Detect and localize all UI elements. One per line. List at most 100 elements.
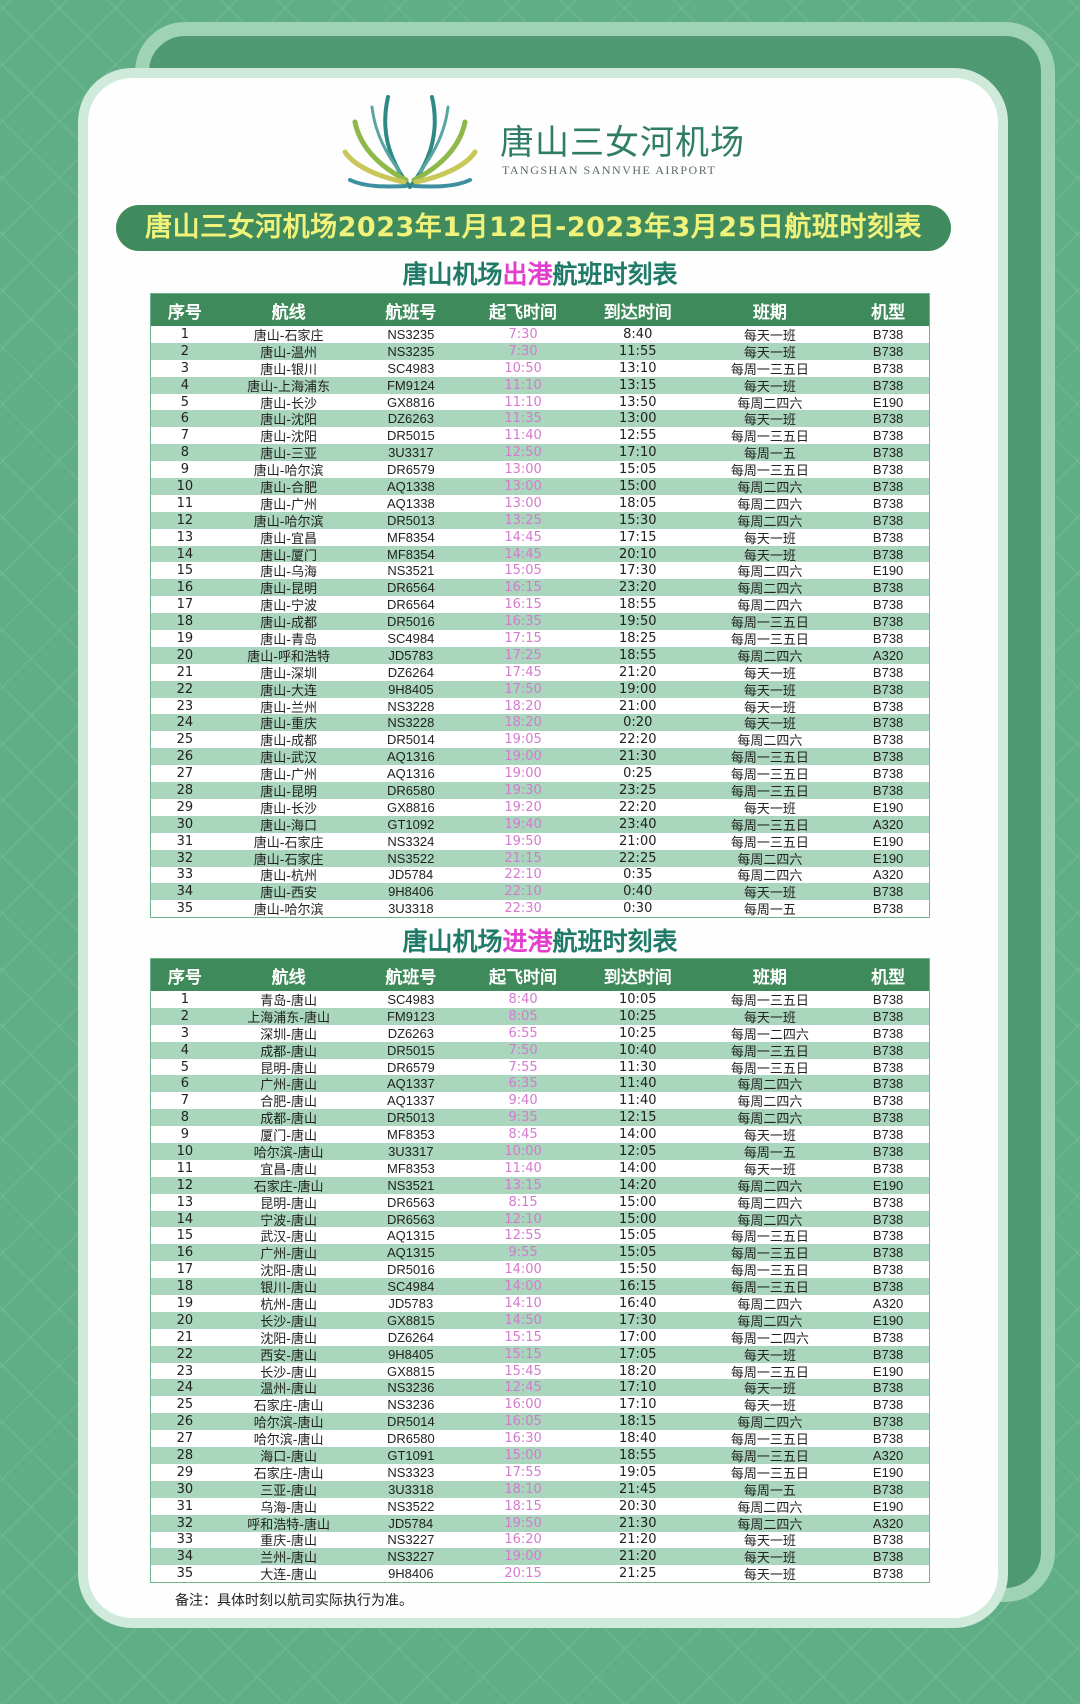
cell-col-flight: GX8815 <box>386 1363 435 1379</box>
cell-col-no: 30 <box>176 1481 194 1497</box>
cell-col-no: 25 <box>176 1397 194 1413</box>
cell-col-no: 8 <box>180 1110 190 1126</box>
cell-col-departure: 13:25 <box>504 512 542 528</box>
cell-col-aircraft: E190 <box>872 394 904 410</box>
cell-col-flight: NS3228 <box>387 698 435 714</box>
cell-col-aircraft: B738 <box>872 478 904 494</box>
cell-col-schedule: 每天一班 <box>743 379 796 395</box>
cell-col-no: 35 <box>176 1566 194 1582</box>
cell-col-no: 15 <box>176 1228 194 1244</box>
cell-col-arrival: 15:00 <box>619 1194 657 1210</box>
table-row: 25 唐山-成都 DR5014 19:05 22:20 每周二四六 B738 <box>151 731 929 749</box>
cell-col-no: 18 <box>176 1279 194 1295</box>
cell-col-schedule: 每周一二四六 <box>730 1331 809 1347</box>
cell-col-aircraft: E190 <box>872 1177 904 1193</box>
cell-col-aircraft: B738 <box>872 1549 904 1565</box>
cell-col-arrival: 17:30 <box>619 563 657 579</box>
cell-col-schedule: 每天一班 <box>743 328 796 344</box>
table-row: 14 唐山-厦门 MF8354 14:45 20:10 每天一班 B738 <box>151 545 929 564</box>
cell-col-route: 唐山-温州 <box>260 345 317 361</box>
cell-col-no: 26 <box>176 749 194 765</box>
cell-col-aircraft: B738 <box>872 1042 904 1058</box>
cell-col-arrival: 15:05 <box>619 462 657 478</box>
cell-col-no: 20 <box>176 1312 194 1328</box>
cell-col-arrival: 21:45 <box>619 1481 657 1497</box>
cell-col-route: 上海浦东-唐山 <box>247 1010 330 1026</box>
cell-col-flight: DR6579 <box>386 462 435 478</box>
cell-col-departure: 19:30 <box>504 782 542 798</box>
cell-col-schedule: 每周一三五日 <box>730 1061 809 1077</box>
cell-col-schedule: 每天一班 <box>743 1348 796 1364</box>
cell-col-aircraft: B738 <box>872 580 904 596</box>
cell-col-route: 唐山-重庆 <box>260 717 317 733</box>
cell-col-route: 长沙-唐山 <box>260 1314 317 1330</box>
cell-col-arrival: 17:10 <box>619 445 657 461</box>
cell-col-route: 唐山-兰州 <box>260 700 317 716</box>
cell-col-flight: AQ1316 <box>386 749 435 765</box>
cell-col-no: 15 <box>176 563 194 579</box>
cell-col-arrival: 10:05 <box>619 991 657 1007</box>
cell-col-aircraft: B738 <box>872 495 904 511</box>
cell-col-departure: 13:00 <box>504 478 542 494</box>
cell-col-schedule: 每周一三五日 <box>730 818 809 834</box>
cell-col-aircraft: E190 <box>872 1498 904 1514</box>
table-row: 21 唐山-深圳 DZ6264 17:45 21:20 每天一班 B738 <box>151 663 929 682</box>
cell-col-aircraft: B738 <box>872 1093 904 1109</box>
table-row: 16 唐山-昆明 DR6564 16:15 23:20 每周二四六 B738 <box>151 579 929 597</box>
cell-col-schedule: 每天一班 <box>743 1399 796 1415</box>
cell-col-departure: 16:05 <box>504 1414 542 1430</box>
cell-col-aircraft: A320 <box>872 816 904 832</box>
cell-col-flight: GX8816 <box>386 394 435 410</box>
cell-col-schedule: 每周二四六 <box>737 599 803 615</box>
table-row: 23 长沙-唐山 GX8815 15:45 18:20 每周一三五日 E190 <box>151 1362 929 1381</box>
cell-col-route: 呼和浩特-唐山 <box>247 1517 330 1533</box>
cell-col-arrival: 18:15 <box>619 1414 657 1430</box>
cell-col-schedule: 每周一三五日 <box>730 768 809 784</box>
cell-col-flight: DR5016 <box>386 614 435 630</box>
cell-col-schedule: 每周二四六 <box>737 1314 803 1330</box>
cell-col-aircraft: B738 <box>872 529 904 545</box>
cell-col-schedule: 每周一三五日 <box>730 362 809 378</box>
cell-col-route: 广州-唐山 <box>260 1078 317 1094</box>
cell-col-schedule: 每周一三五日 <box>730 1230 809 1246</box>
table-row: 8 唐山-三亚 3U3317 12:50 17:10 每周一五 B738 <box>151 444 929 462</box>
header-col-schedule: 班期 <box>752 967 787 988</box>
cell-col-no: 19 <box>176 630 194 646</box>
cell-col-flight: 9H8405 <box>388 681 434 697</box>
cell-col-route: 海口-唐山 <box>260 1450 317 1465</box>
cell-col-schedule: 每周一三五日 <box>730 430 809 446</box>
cell-col-arrival: 15:00 <box>619 478 657 494</box>
cell-col-flight: NS3235 <box>387 326 435 342</box>
departures-table: 序号 航线 航班号 起飞时间 到达时间 班期 机型 1 唐山-石家庄 NS3235 7:30 8:40… <box>150 293 930 918</box>
cell-col-no: 6 <box>180 411 190 427</box>
cell-col-aircraft: B738 <box>872 1025 904 1041</box>
departures-title: 唐山机场出港航班时刻表 <box>0 255 1080 291</box>
cell-col-no: 13 <box>176 1194 194 1210</box>
cell-col-arrival: 10:25 <box>619 1008 657 1024</box>
cell-col-departure: 11:40 <box>504 428 542 444</box>
cell-col-arrival: 22:20 <box>619 732 657 748</box>
cell-col-schedule: 每天一班 <box>743 700 796 716</box>
cell-col-no: 7 <box>180 1093 190 1109</box>
cell-col-departure: 22:30 <box>504 901 542 917</box>
cell-col-arrival: 21:00 <box>619 833 657 849</box>
cell-col-flight: DR6579 <box>386 1059 435 1075</box>
cell-col-arrival: 11:40 <box>619 1093 657 1109</box>
table-row: 23 唐山-兰州 NS3228 18:20 21:00 每天一班 B738 <box>151 697 929 716</box>
cell-col-arrival: 17:30 <box>619 1312 657 1328</box>
cell-col-route: 乌海-唐山 <box>260 1500 317 1516</box>
cell-col-departure: 11:40 <box>504 1160 542 1176</box>
cell-col-no: 22 <box>176 681 194 697</box>
cell-col-no: 3 <box>180 1025 190 1041</box>
table-row: 2 上海浦东-唐山 FM9123 8:05 10:25 每天一班 B738 <box>151 1007 929 1026</box>
cell-col-aircraft: B738 <box>872 343 904 359</box>
cell-col-aircraft: B738 <box>872 614 904 630</box>
cell-col-schedule: 每天一班 <box>743 345 796 361</box>
cell-col-departure: 19:20 <box>504 799 542 815</box>
cell-col-flight: JD5784 <box>388 1515 434 1531</box>
cell-col-flight: DR5014 <box>386 1414 435 1430</box>
cell-col-schedule: 每周二四六 <box>737 1095 803 1111</box>
cell-col-flight: MF8353 <box>386 1160 435 1176</box>
cell-col-no: 34 <box>176 1549 194 1565</box>
cell-col-aircraft: B738 <box>872 377 904 393</box>
